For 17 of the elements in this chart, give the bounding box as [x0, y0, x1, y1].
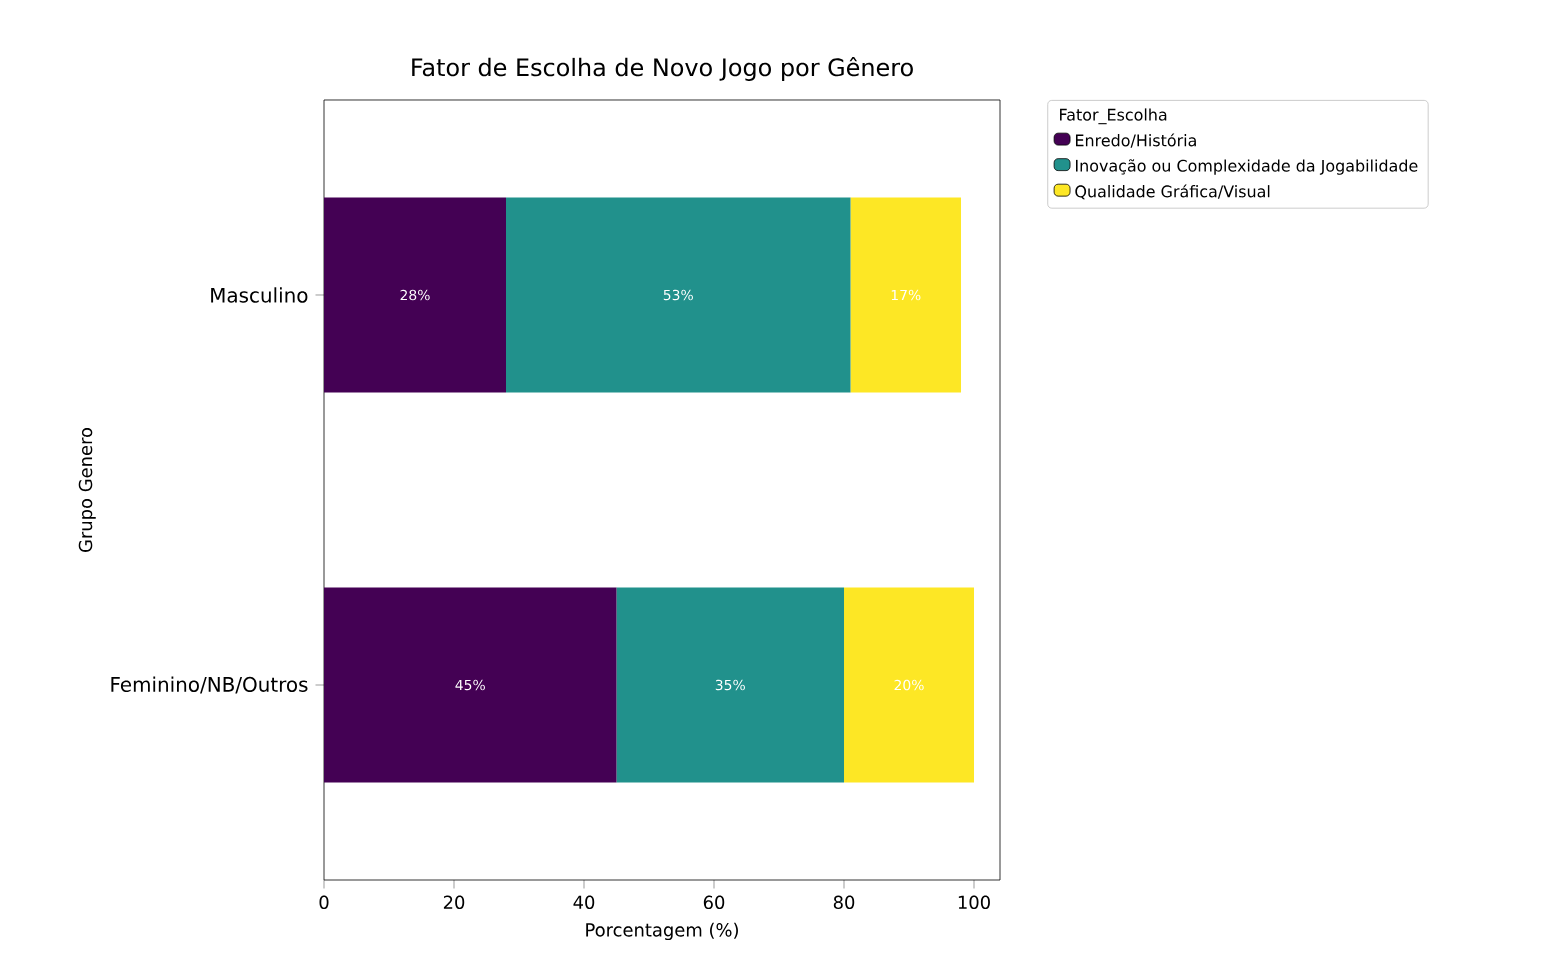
y-axis-title: Grupo Genero — [78, 427, 96, 552]
chart-title: Fator de Escolha de Novo Jogo por Gênero — [412, 56, 913, 81]
x-axis-title: Porcentagem (%) — [586, 922, 738, 941]
bar — [850, 197, 962, 393]
bar — [616, 587, 845, 783]
x-tick-label: 0 — [319, 895, 329, 910]
x-tick-label: 20 — [443, 895, 465, 910]
bar — [324, 197, 506, 393]
x-tick-label: 80 — [833, 895, 855, 910]
bar — [324, 587, 617, 783]
y-tick-label: Masculino — [211, 287, 308, 303]
bar — [506, 197, 851, 393]
x-tick-label: 40 — [573, 895, 595, 910]
y-tick-label: Feminino/NB/Outros — [111, 676, 308, 694]
x-tick-label: 60 — [703, 895, 725, 910]
bar — [844, 587, 975, 783]
x-tick-label: 100 — [958, 895, 990, 910]
